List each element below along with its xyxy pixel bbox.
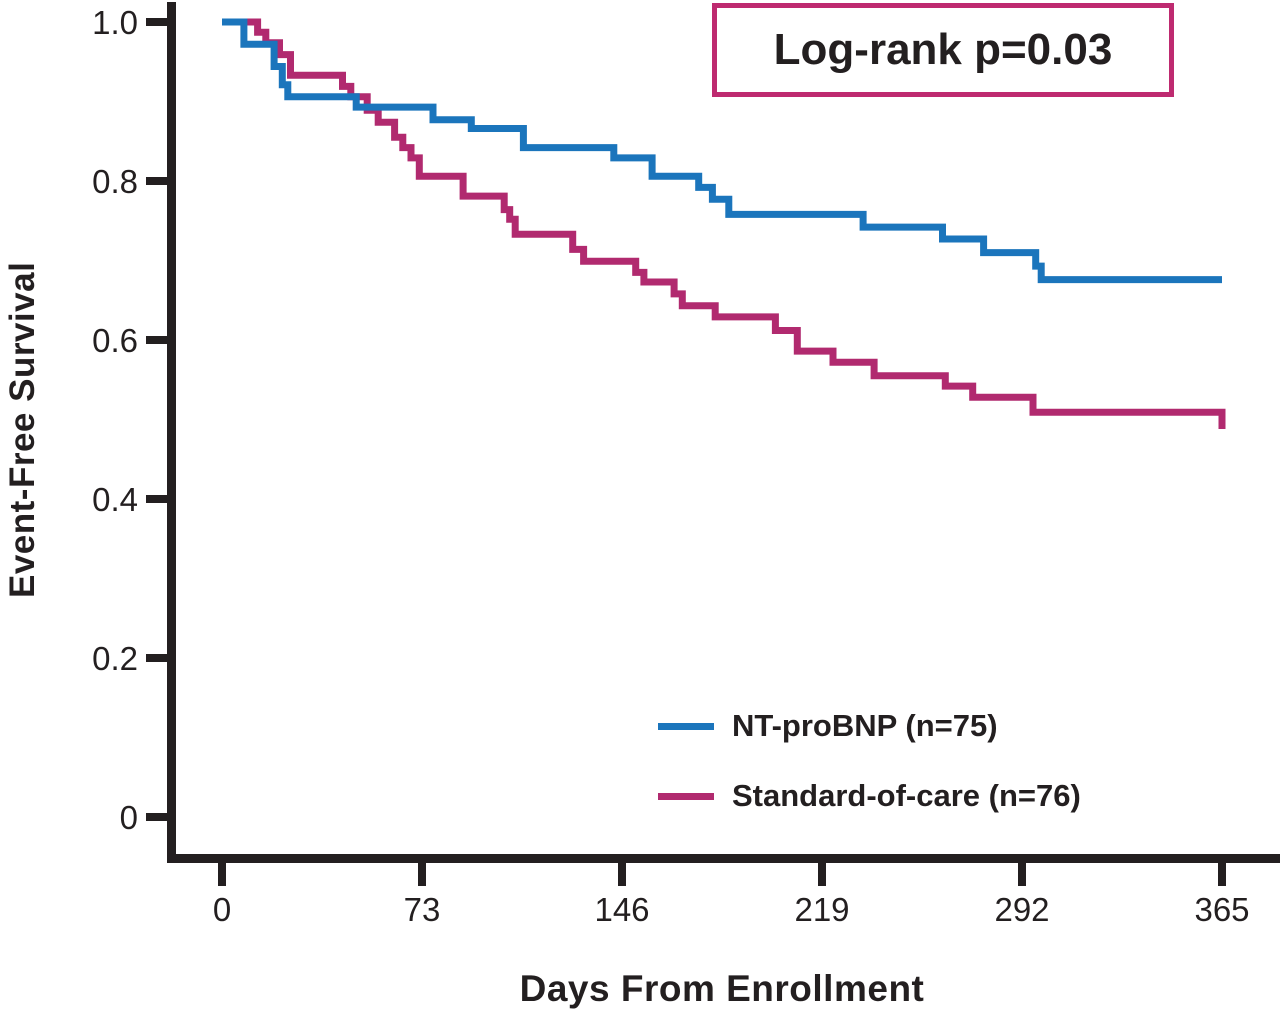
x-tick-label: 73 [403, 891, 441, 928]
x-tick-label: 146 [594, 891, 650, 928]
ntprobnp-line-swatch [658, 722, 714, 730]
y-tick-label: 0.4 [92, 481, 138, 518]
y-tick-label: 0.2 [92, 640, 138, 677]
legend-item-standard-of-care: Standard-of-care (n=76) [658, 773, 1081, 819]
x-tick-label: 292 [994, 891, 1050, 928]
y-axis-tick [146, 495, 167, 503]
log-rank-text: Log-rank p=0.03 [773, 25, 1113, 74]
y-axis-tick [146, 654, 167, 662]
ntprobnp-legend-label: NT-proBNP (n=75) [732, 708, 998, 743]
y-axis-line [167, 2, 176, 860]
x-axis-tick [1018, 863, 1026, 886]
x-tick-label: 365 [1194, 891, 1250, 928]
x-axis-tick [818, 863, 826, 886]
x-axis-title: Days From Enrollment [519, 968, 925, 1009]
legend: NT-proBNP (n=75) Standard-of-care (n=76) [658, 703, 1081, 843]
y-tick-label: 0 [119, 799, 138, 836]
x-axis-tick [218, 863, 226, 886]
y-tick-label: 1.0 [92, 4, 138, 41]
y-axis-tick [146, 18, 167, 26]
x-axis-line [167, 854, 1280, 863]
standard-of-care-line-swatch [658, 792, 714, 800]
log-rank-annotation-box: Log-rank p=0.03 [712, 3, 1174, 97]
y-axis-tick [146, 813, 167, 821]
y-axis-title: Event-Free Survival [3, 261, 42, 599]
x-tick-label: 0 [212, 891, 232, 928]
x-tick-label: 219 [794, 891, 850, 928]
y-axis-tick [146, 177, 167, 185]
x-axis-tick [1218, 863, 1226, 886]
x-axis-tick [618, 863, 626, 886]
survival-curve-nt-probnp [222, 18, 1222, 284]
y-tick-label: 0.8 [92, 163, 138, 200]
x-axis-tick [418, 863, 426, 886]
survival-curve-standard-of-care [222, 18, 1226, 429]
legend-item-ntprobnp: NT-proBNP (n=75) [658, 703, 1081, 749]
y-tick-label: 0.6 [92, 322, 138, 359]
y-axis-tick [146, 336, 167, 344]
standard-of-care-legend-label: Standard-of-care (n=76) [732, 778, 1081, 813]
